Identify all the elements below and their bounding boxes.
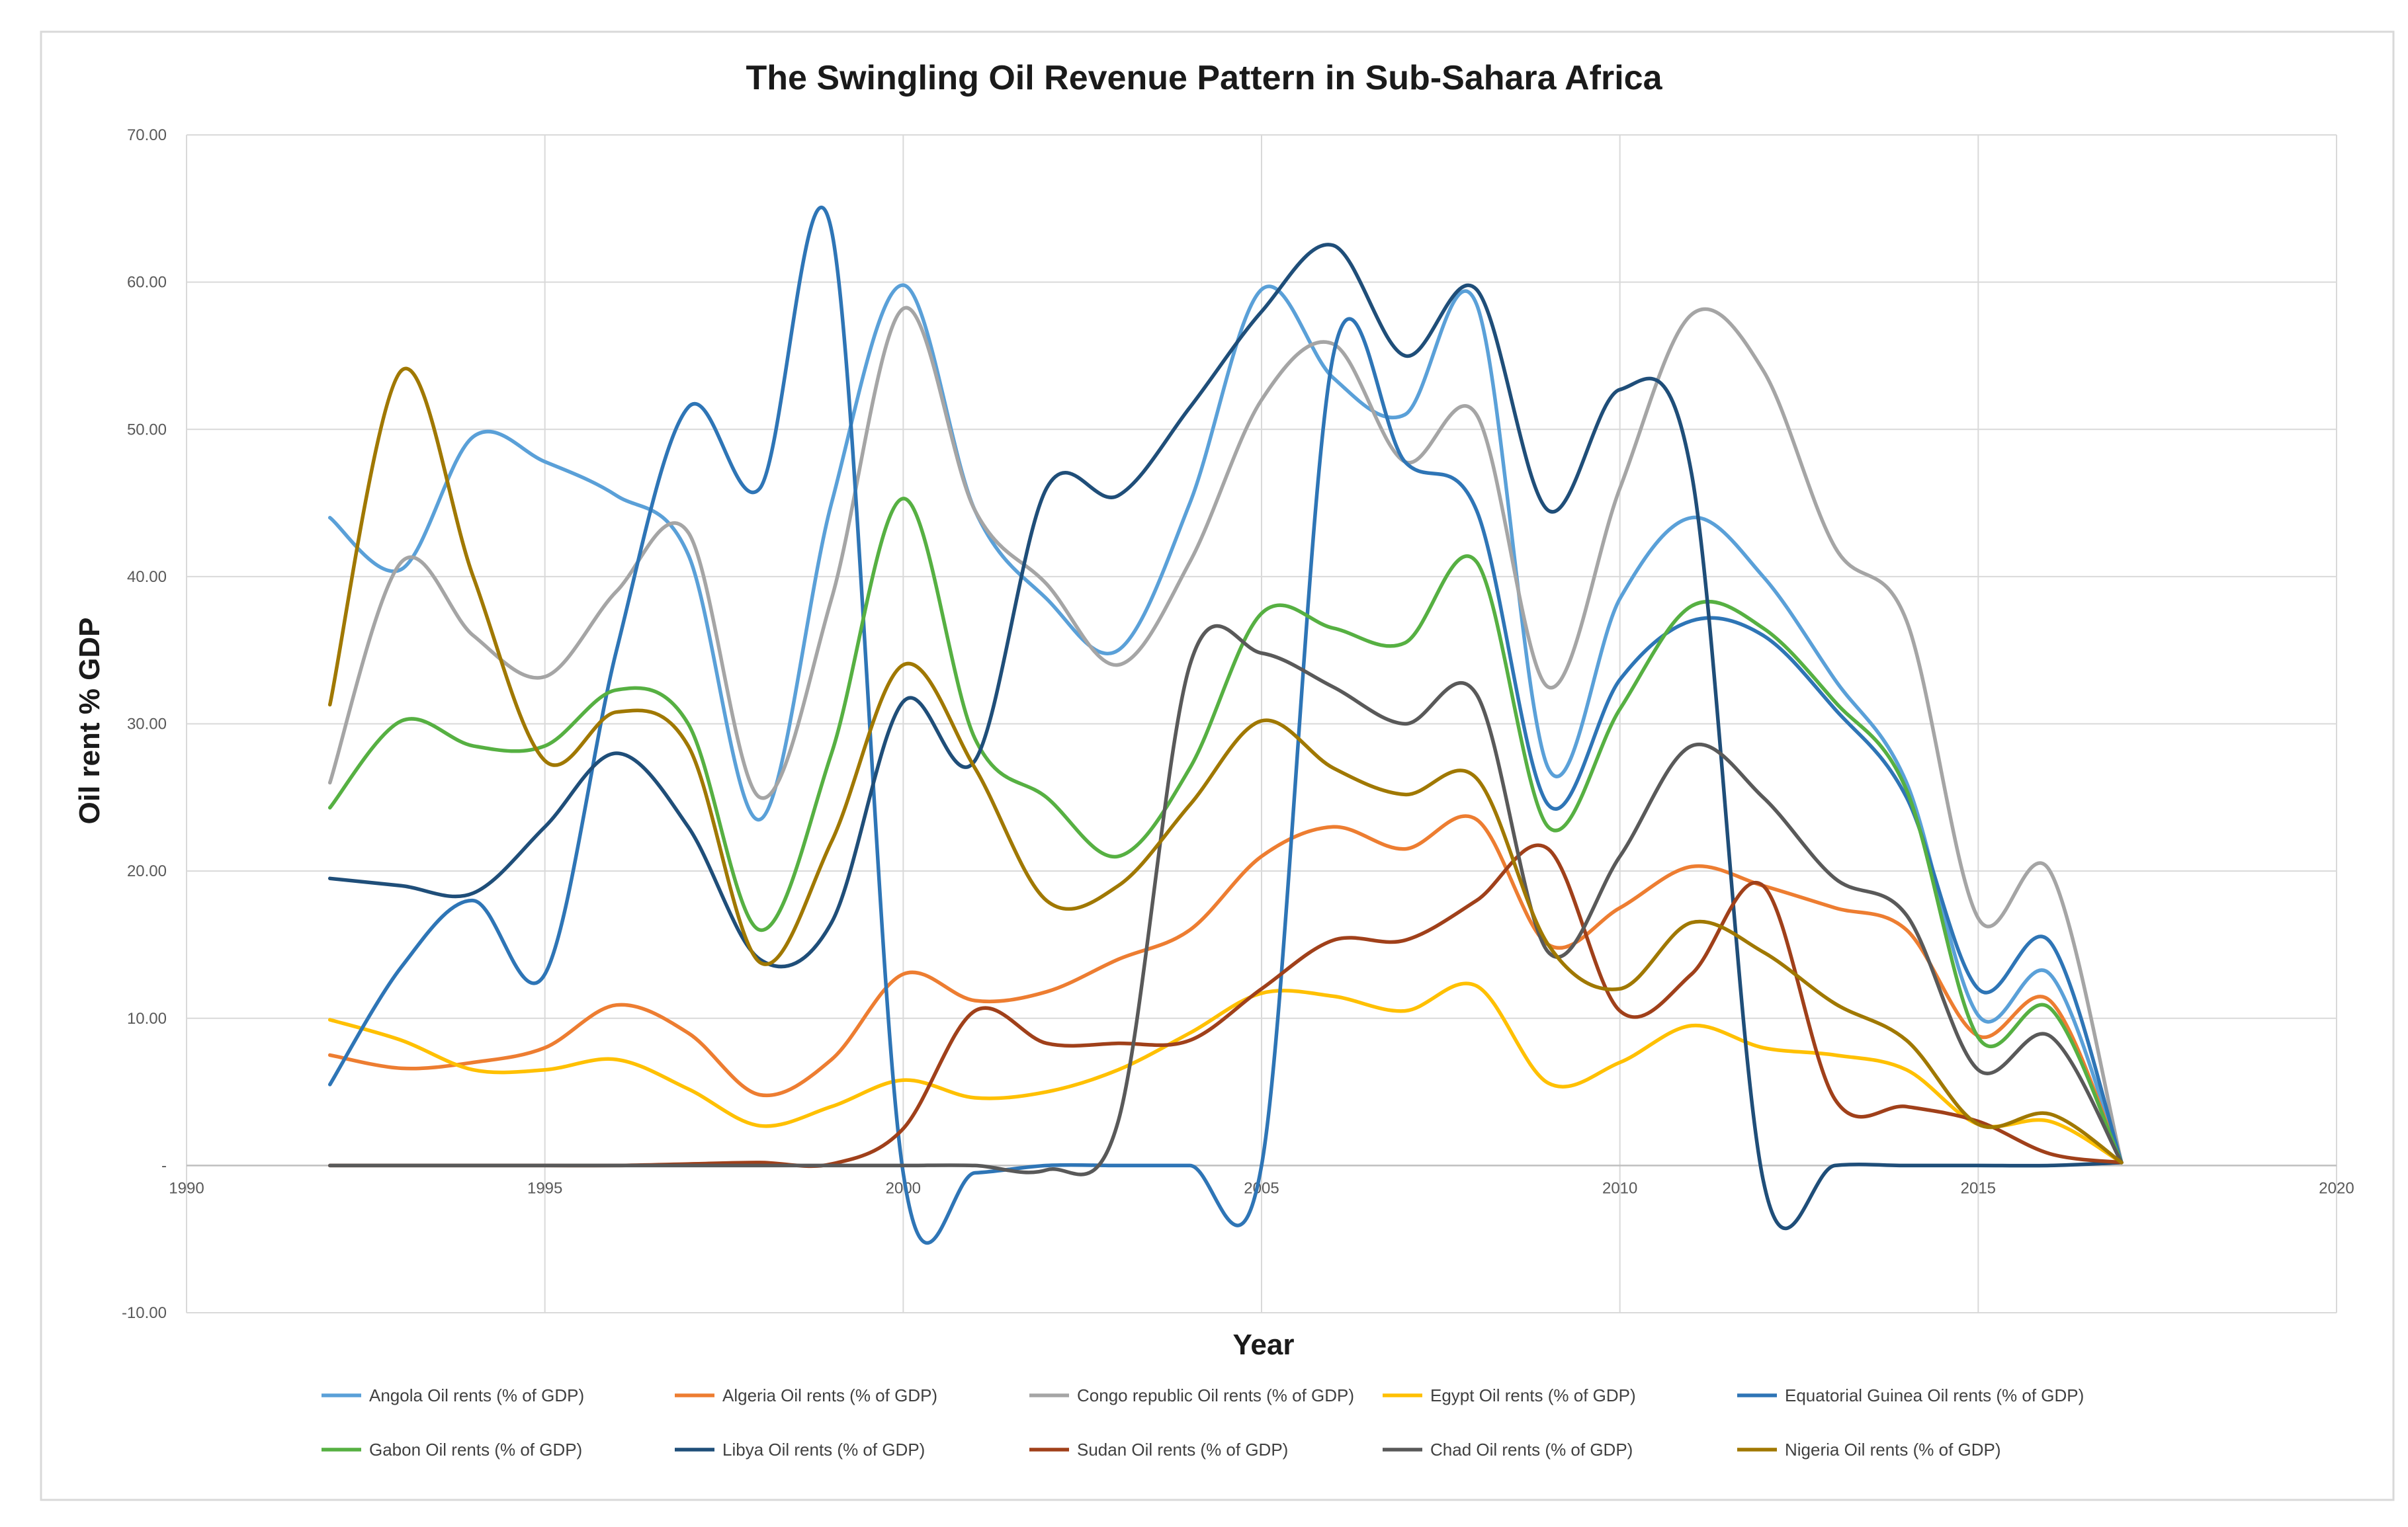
- legend: Angola Oil rents (% of GDP) Algeria Oil r…: [322, 1385, 2084, 1460]
- legend-label: Nigeria Oil rents (% of GDP): [1785, 1440, 2001, 1460]
- y-tick-label: 20.00: [127, 862, 167, 880]
- x-tick-label: 2005: [1244, 1179, 1279, 1197]
- y-tick-label: 30.00: [127, 716, 167, 733]
- legend-label: Algeria Oil rents (% of GDP): [722, 1385, 937, 1405]
- legend-label: Libya Oil rents (% of GDP): [722, 1440, 925, 1460]
- y-tick-label: 70.00: [127, 126, 167, 144]
- y-axis-ticks: -10.00-10.0020.0030.0040.0050.0060.0070.…: [122, 126, 167, 1322]
- legend-label: Egypt Oil rents (% of GDP): [1430, 1385, 1636, 1405]
- x-tick-label: 2015: [1961, 1179, 1996, 1197]
- legend-label: Chad Oil rents (% of GDP): [1430, 1440, 1633, 1460]
- legend-label: Gabon Oil rents (% of GDP): [369, 1440, 582, 1460]
- series-line: [327, 366, 2124, 1165]
- y-tick-label: 50.00: [127, 421, 167, 438]
- y-axis-label: Oil rent % GDP: [73, 618, 106, 825]
- series-line: [327, 205, 2124, 1245]
- data-series: [327, 205, 2124, 1245]
- series-line: [327, 497, 2124, 1165]
- series-line: [327, 283, 2124, 1165]
- y-tick-label: 40.00: [127, 568, 167, 586]
- x-tick-label: 1995: [527, 1179, 562, 1197]
- x-tick-label: 2010: [1602, 1179, 1637, 1197]
- y-tick-label: 10.00: [127, 1010, 167, 1028]
- series-line: [327, 624, 2124, 1176]
- legend-label: Angola Oil rents (% of GDP): [369, 1385, 584, 1405]
- y-tick-label: -: [161, 1157, 167, 1175]
- y-tick-label: -10.00: [122, 1304, 167, 1322]
- x-axis-ticks: 1990 1995 2000 2005 2010 2015 2020: [169, 1179, 2354, 1197]
- x-tick-label: 1990: [169, 1179, 204, 1197]
- x-axis-label: Year: [1233, 1329, 1295, 1361]
- x-tick-label: 2020: [2319, 1179, 2354, 1197]
- legend-label: Congo republic Oil rents (% of GDP): [1077, 1385, 1354, 1405]
- series-line: [327, 243, 2124, 1230]
- y-tick-label: 60.00: [127, 274, 167, 292]
- legend-label: Sudan Oil rents (% of GDP): [1077, 1440, 1288, 1460]
- chart-title: The Swingling Oil Revenue Pattern in Sub…: [746, 59, 1662, 97]
- legend-label: Equatorial Guinea Oil rents (% of GDP): [1785, 1385, 2084, 1405]
- series-line: [327, 814, 2124, 1165]
- series-line: [327, 306, 2124, 1165]
